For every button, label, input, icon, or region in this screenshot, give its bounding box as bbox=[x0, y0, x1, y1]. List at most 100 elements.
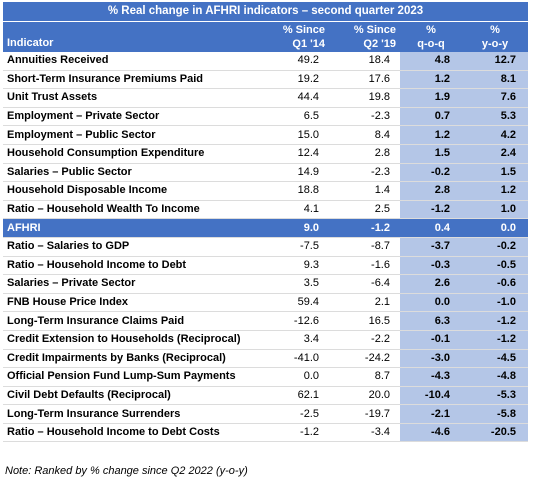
indicator-name: AFHRI bbox=[3, 218, 261, 238]
value-since-q2-19: -6.4 bbox=[329, 274, 400, 294]
table-row-highlight: AFHRI 9.0 -1.2 0.4 0.0 bbox=[3, 218, 528, 238]
header-since-q1-14-line2: Q1 '14 bbox=[292, 38, 325, 50]
value-since-q2-19: 8.7 bbox=[329, 367, 400, 387]
value-since-q1-14: 15.0 bbox=[261, 125, 329, 145]
value-yoy: -20.5 bbox=[462, 423, 528, 443]
value-yoy: -0.2 bbox=[462, 237, 528, 257]
value-since-q1-14: 3.4 bbox=[261, 330, 329, 350]
value-since-q1-14: -2.5 bbox=[261, 404, 329, 424]
value-yoy: 2.4 bbox=[462, 144, 528, 164]
value-since-q2-19: -2.2 bbox=[329, 330, 400, 350]
header-qoq-line1: % bbox=[426, 24, 436, 36]
table-title: % Real change in AFHRI indicators – seco… bbox=[3, 2, 528, 22]
value-yoy: -5.8 bbox=[462, 404, 528, 424]
value-qoq: -1.2 bbox=[400, 200, 462, 220]
value-yoy: -4.8 bbox=[462, 367, 528, 387]
indicator-name: Ratio – Household Wealth To Income bbox=[3, 200, 261, 220]
value-yoy: 0.0 bbox=[462, 218, 528, 238]
value-since-q2-19: -19.7 bbox=[329, 404, 400, 424]
value-since-q2-19: -3.4 bbox=[329, 423, 400, 443]
table-title-row: % Real change in AFHRI indicators – seco… bbox=[3, 2, 528, 22]
value-since-q1-14: 3.5 bbox=[261, 274, 329, 294]
indicator-name: Civil Debt Defaults (Reciprocal) bbox=[3, 386, 261, 406]
table-row: FNB House Price Index 59.4 2.1 0.0 -1.0 bbox=[3, 293, 528, 313]
header-since-q1-14: % Since Q1 '14 bbox=[261, 21, 329, 52]
indicator-name: Long-Term Insurance Claims Paid bbox=[3, 311, 261, 331]
table-row: Annuities Received 49.2 18.4 4.8 12.7 bbox=[3, 52, 528, 71]
table-row: Long-Term Insurance Claims Paid -12.6 16.5… bbox=[3, 311, 528, 331]
value-qoq: 6.3 bbox=[400, 311, 462, 331]
indicator-name: Ratio – Salaries to GDP bbox=[3, 237, 261, 257]
value-yoy: 4.2 bbox=[462, 125, 528, 145]
value-since-q1-14: 6.5 bbox=[261, 107, 329, 127]
indicator-name: Short-Term Insurance Premiums Paid bbox=[3, 70, 261, 90]
value-yoy: -1.2 bbox=[462, 311, 528, 331]
value-since-q1-14: 18.8 bbox=[261, 181, 329, 201]
value-yoy: -1.0 bbox=[462, 293, 528, 313]
indicator-name: Credit Extension to Households (Reciproc… bbox=[3, 330, 261, 350]
value-qoq: 1.2 bbox=[400, 125, 462, 145]
value-qoq: -0.3 bbox=[400, 256, 462, 276]
table-row: Credit Impairments by Banks (Reciprocal)… bbox=[3, 349, 528, 369]
table-note: Note: Ranked by % change since Q2 2022 (… bbox=[5, 465, 248, 477]
value-yoy: 7.6 bbox=[462, 88, 528, 108]
table-row: Unit Trust Assets 44.4 19.8 1.9 7.6 bbox=[3, 88, 528, 108]
table-row: Ratio – Household Wealth To Income 4.1 2.5… bbox=[3, 200, 528, 220]
value-yoy: 12.7 bbox=[462, 52, 528, 71]
value-since-q2-19: 18.4 bbox=[329, 52, 400, 71]
indicator-name: Long-Term Insurance Surrenders bbox=[3, 404, 261, 424]
value-since-q2-19: -8.7 bbox=[329, 237, 400, 257]
value-yoy: 8.1 bbox=[462, 70, 528, 90]
value-since-q2-19: 2.1 bbox=[329, 293, 400, 313]
value-yoy: -4.5 bbox=[462, 349, 528, 369]
value-yoy: 1.2 bbox=[462, 181, 528, 201]
indicator-name: Employment – Public Sector bbox=[3, 125, 261, 145]
header-yoy: % y-o-y bbox=[462, 21, 528, 52]
table-row: Ratio – Household Income to Debt 9.3 -1.6-… bbox=[3, 256, 528, 276]
value-since-q1-14: 9.0 bbox=[261, 218, 329, 238]
indicator-name: Salaries – Public Sector bbox=[3, 163, 261, 183]
header-since-q1-14-line1: % Since bbox=[282, 24, 325, 36]
header-since-q2-19: % Since Q2 '19 bbox=[329, 21, 400, 52]
value-qoq: 0.0 bbox=[400, 293, 462, 313]
table-row: Household Consumption Expenditure 12.4 2.8… bbox=[3, 144, 528, 164]
value-since-q2-19: 16.5 bbox=[329, 311, 400, 331]
table-body: Annuities Received 49.2 18.4 4.8 12.7 Short-T… bbox=[3, 52, 528, 443]
value-since-q2-19: -24.2 bbox=[329, 349, 400, 369]
value-qoq: 1.9 bbox=[400, 88, 462, 108]
header-indicator: Indicator bbox=[3, 21, 261, 52]
value-qoq: 1.5 bbox=[400, 144, 462, 164]
indicator-name: FNB House Price Index bbox=[3, 293, 261, 313]
value-since-q2-19: 2.5 bbox=[329, 200, 400, 220]
value-qoq: 0.7 bbox=[400, 107, 462, 127]
value-qoq: 0.4 bbox=[400, 218, 462, 238]
value-qoq: -10.4 bbox=[400, 386, 462, 406]
table-row: Short-Term Insurance Premiums Paid 19.2 17… bbox=[3, 70, 528, 90]
value-since-q1-14: 4.1 bbox=[261, 200, 329, 220]
indicator-name: Employment – Private Sector bbox=[3, 107, 261, 127]
table-row: Employment – Public Sector 15.0 8.4 1.2 4.2 bbox=[3, 125, 528, 145]
table-header-row: Indicator % Since Q1 '14 % Since Q2 '19 % q… bbox=[3, 21, 528, 52]
indicator-name: Household Disposable Income bbox=[3, 181, 261, 201]
value-qoq: -0.1 bbox=[400, 330, 462, 350]
value-since-q1-14: 0.0 bbox=[261, 367, 329, 387]
indicator-name: Salaries – Private Sector bbox=[3, 274, 261, 294]
table-row: Ratio – Salaries to GDP -7.5 -8.7 -3.7 -0.2 bbox=[3, 237, 528, 257]
value-yoy: 1.5 bbox=[462, 163, 528, 183]
value-since-q1-14: -12.6 bbox=[261, 311, 329, 331]
value-since-q1-14: 49.2 bbox=[261, 52, 329, 71]
value-since-q2-19: -2.3 bbox=[329, 163, 400, 183]
indicator-name: Unit Trust Assets bbox=[3, 88, 261, 108]
indicator-name: Ratio – Household Income to Debt Costs bbox=[3, 423, 261, 443]
value-qoq: 1.2 bbox=[400, 70, 462, 90]
value-since-q1-14: -41.0 bbox=[261, 349, 329, 369]
value-yoy: -0.6 bbox=[462, 274, 528, 294]
indicator-name: Ratio – Household Income to Debt bbox=[3, 256, 261, 276]
table-row: Civil Debt Defaults (Reciprocal) 62.1 20.0… bbox=[3, 386, 528, 406]
value-since-q2-19: 17.6 bbox=[329, 70, 400, 90]
value-since-q1-14: 12.4 bbox=[261, 144, 329, 164]
table-row: Employment – Private Sector 6.5 -2.3 0.7 5.3 bbox=[3, 107, 528, 127]
value-qoq: -3.7 bbox=[400, 237, 462, 257]
value-since-q2-19: 19.8 bbox=[329, 88, 400, 108]
afhri-table: % Real change in AFHRI indicators – seco… bbox=[3, 2, 528, 443]
